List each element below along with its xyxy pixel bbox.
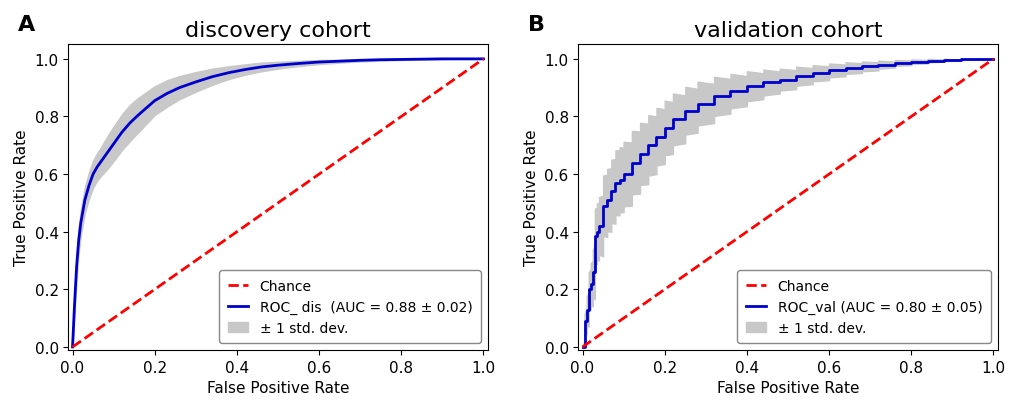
Legend: Chance, ROC_val (AUC = 0.80 ± 0.05), ± 1 std. dev.: Chance, ROC_val (AUC = 0.80 ± 0.05), ± 1… xyxy=(737,270,989,343)
ROC_val (AUC = 0.80 ± 0.05) xyxy=(822,72,835,76)
ROC_ dis  (AUC = 0.88 ± 0.02) xyxy=(76,209,89,214)
Y-axis label: True Positive Rate: True Positive Rate xyxy=(524,130,538,266)
ROC_ dis  (AUC = 0.88 ± 0.02) xyxy=(477,57,489,62)
Title: discovery cohort: discovery cohort xyxy=(184,21,371,41)
ROC_ dis  (AUC = 0.88 ± 0.02) xyxy=(72,238,85,243)
Line: ROC_ dis  (AUC = 0.88 ± 0.02): ROC_ dis (AUC = 0.88 ± 0.02) xyxy=(72,60,483,347)
ROC_ dis  (AUC = 0.88 ± 0.02) xyxy=(83,184,95,189)
Y-axis label: True Positive Rate: True Positive Rate xyxy=(14,130,29,266)
ROC_ dis  (AUC = 0.88 ± 0.02) xyxy=(107,142,119,147)
ROC_ dis  (AUC = 0.88 ± 0.02) xyxy=(68,301,81,306)
ROC_ dis  (AUC = 0.88 ± 0.02) xyxy=(206,75,218,80)
Title: validation cohort: validation cohort xyxy=(693,21,881,41)
ROC_ dis  (AUC = 0.88 ± 0.02) xyxy=(66,345,78,350)
ROC_ dis  (AUC = 0.88 ± 0.02) xyxy=(161,92,173,97)
X-axis label: False Positive Rate: False Positive Rate xyxy=(716,380,858,395)
ROC_ dis  (AUC = 0.88 ± 0.02) xyxy=(354,59,366,64)
ROC_ dis  (AUC = 0.88 ± 0.02) xyxy=(173,86,185,91)
ROC_val (AUC = 0.80 ± 0.05) xyxy=(691,102,703,107)
Legend: Chance, ROC_ dis  (AUC = 0.88 ± 0.02), ± 1 std. dev.: Chance, ROC_ dis (AUC = 0.88 ± 0.02), ± … xyxy=(219,270,480,343)
ROC_ dis  (AUC = 0.88 ± 0.02) xyxy=(74,221,87,226)
ROC_ dis  (AUC = 0.88 ± 0.02) xyxy=(255,65,267,70)
ROC_ dis  (AUC = 0.88 ± 0.02) xyxy=(141,106,153,111)
ROC_ dis  (AUC = 0.88 ± 0.02) xyxy=(103,148,115,153)
ROC_val (AUC = 0.80 ± 0.05) xyxy=(921,59,933,64)
ROC_ dis  (AUC = 0.88 ± 0.02) xyxy=(272,63,284,68)
ROC_ dis  (AUC = 0.88 ± 0.02) xyxy=(70,264,83,269)
ROC_ dis  (AUC = 0.88 ± 0.02) xyxy=(132,113,145,118)
ROC_val (AUC = 0.80 ± 0.05) xyxy=(986,57,999,62)
ROC_val (AUC = 0.80 ± 0.05) xyxy=(576,345,588,350)
ROC_ dis  (AUC = 0.88 ± 0.02) xyxy=(333,60,345,65)
ROC_ dis  (AUC = 0.88 ± 0.02) xyxy=(436,57,448,62)
ROC_ dis  (AUC = 0.88 ± 0.02) xyxy=(149,99,161,104)
ROC_ dis  (AUC = 0.88 ± 0.02) xyxy=(292,62,305,67)
ROC_ dis  (AUC = 0.88 ± 0.02) xyxy=(374,58,386,63)
ROC_ dis  (AUC = 0.88 ± 0.02) xyxy=(190,80,202,85)
ROC_val (AUC = 0.80 ± 0.05) xyxy=(871,65,883,70)
ROC_ dis  (AUC = 0.88 ± 0.02) xyxy=(416,58,428,63)
ROC_ dis  (AUC = 0.88 ± 0.02) xyxy=(313,61,325,65)
ROC_ dis  (AUC = 0.88 ± 0.02) xyxy=(238,68,251,73)
ROC_ dis  (AUC = 0.88 ± 0.02) xyxy=(87,172,99,177)
X-axis label: False Positive Rate: False Positive Rate xyxy=(207,380,348,395)
ROC_ dis  (AUC = 0.88 ± 0.02) xyxy=(222,71,234,76)
Text: B: B xyxy=(528,15,544,35)
ROC_ dis  (AUC = 0.88 ± 0.02) xyxy=(99,153,111,158)
ROC_ dis  (AUC = 0.88 ± 0.02) xyxy=(115,130,127,135)
ROC_val (AUC = 0.80 ± 0.05) xyxy=(740,85,752,90)
Line: ROC_val (AUC = 0.80 ± 0.05): ROC_val (AUC = 0.80 ± 0.05) xyxy=(582,60,993,347)
ROC_ dis  (AUC = 0.88 ± 0.02) xyxy=(394,58,407,63)
ROC_ dis  (AUC = 0.88 ± 0.02) xyxy=(78,198,91,203)
ROC_ dis  (AUC = 0.88 ± 0.02) xyxy=(91,165,103,170)
ROC_ dis  (AUC = 0.88 ± 0.02) xyxy=(124,121,137,126)
ROC_ dis  (AUC = 0.88 ± 0.02) xyxy=(95,159,107,164)
Text: A: A xyxy=(18,15,36,35)
ROC_ dis  (AUC = 0.88 ± 0.02) xyxy=(457,57,469,62)
ROC_val (AUC = 0.80 ± 0.05) xyxy=(904,61,916,66)
ROC_val (AUC = 0.80 ± 0.05) xyxy=(970,57,982,62)
